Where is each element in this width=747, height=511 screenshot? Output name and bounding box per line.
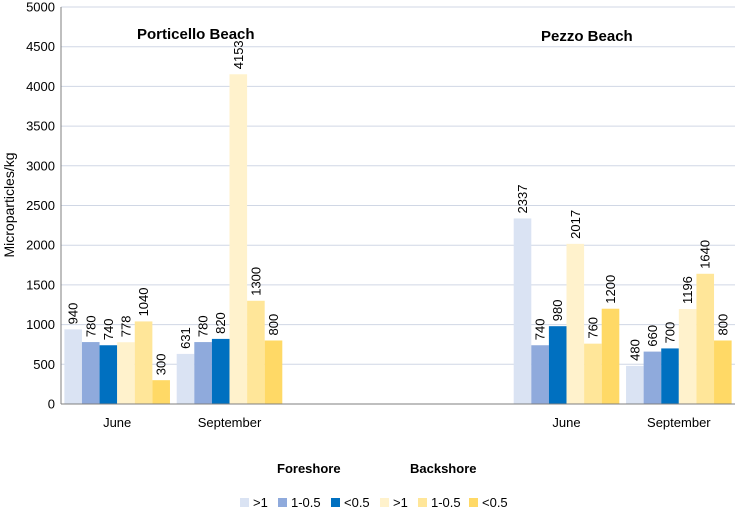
- bar: [548, 326, 567, 404]
- bar: [264, 340, 283, 404]
- bar: [64, 329, 82, 404]
- bar: [117, 342, 135, 404]
- data-label: 820: [213, 312, 228, 334]
- group-title: Porticello Beach: [137, 26, 255, 43]
- data-label: 800: [266, 314, 281, 336]
- y-axis-ticks: 0 500 1000 1500 2000 2500 3000 3500 4000 4500 5000: [26, 0, 55, 412]
- bar: [152, 380, 170, 404]
- data-label: 778: [118, 316, 133, 338]
- y-axis-label: Microparticles/kg: [1, 152, 17, 257]
- bar: [714, 340, 732, 404]
- data-label: 700: [663, 322, 678, 344]
- legend-swatch: [240, 498, 249, 507]
- legend-label: >1: [253, 495, 268, 510]
- bar: [531, 345, 549, 404]
- bar: [696, 273, 715, 404]
- bar: [134, 321, 153, 404]
- legend-label: 1-0.5: [431, 495, 461, 510]
- legend: Foreshore Backshore >1 1-0.5 <0.5 >1 1-0.5 <0.5: [240, 461, 508, 510]
- x-tick-label: September: [198, 415, 262, 430]
- legend-heading-backshore: Backshore: [410, 461, 476, 476]
- data-label: 740: [533, 319, 548, 341]
- bar: [247, 300, 265, 404]
- legend-swatch: [418, 498, 427, 507]
- data-label: 480: [627, 339, 642, 361]
- bars: [64, 74, 732, 404]
- bar: [211, 338, 230, 404]
- data-label: 800: [715, 314, 730, 336]
- x-tick-label: June: [103, 415, 131, 430]
- y-tick-label: 3000: [26, 158, 55, 173]
- bar: [513, 218, 532, 404]
- bar: [99, 345, 118, 404]
- y-tick-label: 1500: [26, 277, 55, 292]
- data-label: 300: [154, 353, 169, 375]
- bar: [661, 348, 679, 404]
- legend-swatch: [380, 498, 389, 507]
- group-title: Pezzo Beach: [541, 28, 633, 45]
- data-label: 760: [585, 317, 600, 339]
- bar: [584, 343, 602, 404]
- bar: [601, 308, 620, 404]
- data-label: 4153: [231, 40, 246, 69]
- y-tick-label: 0: [48, 397, 55, 412]
- bar: [194, 342, 212, 404]
- bar: [176, 353, 195, 404]
- data-label: 1300: [248, 267, 263, 296]
- bar: [626, 365, 644, 404]
- data-label: 2017: [568, 210, 583, 239]
- x-tick-label: September: [647, 415, 711, 430]
- data-label: 980: [550, 299, 565, 321]
- bar: [81, 342, 100, 404]
- legend-label: <0.5: [344, 495, 370, 510]
- data-label: 2337: [515, 185, 530, 214]
- legend-swatch: [331, 498, 340, 507]
- data-label: 1200: [603, 275, 618, 304]
- data-label: 740: [101, 319, 116, 341]
- y-tick-label: 2000: [26, 238, 55, 253]
- data-label: 660: [645, 325, 660, 347]
- data-label: 1040: [136, 288, 151, 317]
- legend-label: >1: [393, 495, 408, 510]
- data-label: 1196: [680, 276, 695, 304]
- legend-heading-foreshore: Foreshore: [277, 461, 341, 476]
- y-tick-label: 1000: [26, 317, 55, 332]
- y-tick-label: 2500: [26, 198, 55, 213]
- legend-label: 1-0.5: [291, 495, 321, 510]
- bar: [678, 309, 697, 404]
- group-titles: Porticello Beach Pezzo Beach: [137, 26, 633, 45]
- y-tick-label: 500: [33, 357, 55, 372]
- legend-swatch: [278, 498, 287, 507]
- y-tick-label: 5000: [26, 0, 55, 15]
- bar: [229, 74, 248, 404]
- x-tick-label: June: [552, 415, 580, 430]
- y-tick-label: 4500: [26, 39, 55, 54]
- x-axis-ticks: June September June September: [103, 415, 711, 430]
- data-label: 940: [66, 303, 81, 325]
- data-label: 780: [83, 315, 98, 337]
- data-label: 780: [196, 315, 211, 337]
- bar: [566, 243, 585, 404]
- bar: [643, 351, 662, 404]
- legend-label: <0.5: [482, 495, 508, 510]
- y-tick-label: 4000: [26, 79, 55, 94]
- y-tick-label: 3500: [26, 119, 55, 134]
- data-label: 1640: [698, 240, 713, 269]
- gridlines: [61, 6, 735, 365]
- legend-swatch: [469, 498, 478, 507]
- data-label: 631: [178, 327, 193, 349]
